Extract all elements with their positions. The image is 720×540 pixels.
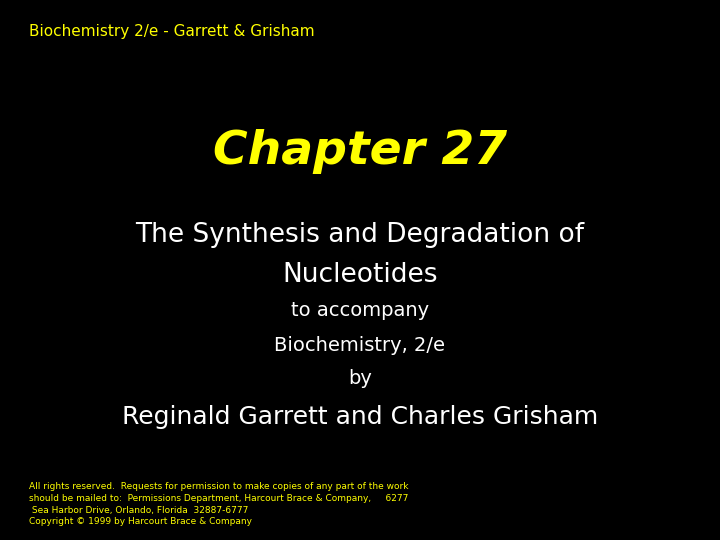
Text: by: by <box>348 368 372 388</box>
Text: All rights reserved.  Requests for permission to make copies of any part of the : All rights reserved. Requests for permis… <box>29 482 408 526</box>
Text: Reginald Garrett and Charles Grisham: Reginald Garrett and Charles Grisham <box>122 405 598 429</box>
Text: Chapter 27: Chapter 27 <box>213 129 507 174</box>
Text: The Synthesis and Degradation of: The Synthesis and Degradation of <box>135 222 585 248</box>
Text: Nucleotides: Nucleotides <box>282 262 438 288</box>
Text: Biochemistry, 2/e: Biochemistry, 2/e <box>274 336 446 355</box>
Text: to accompany: to accompany <box>291 301 429 320</box>
Text: Biochemistry 2/e - Garrett & Grisham: Biochemistry 2/e - Garrett & Grisham <box>29 24 315 39</box>
